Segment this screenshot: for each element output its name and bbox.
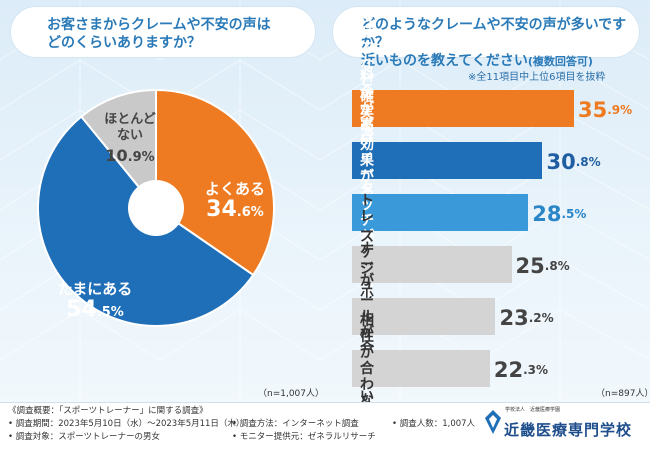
- pie-slice-rarely: [79, 88, 157, 211]
- bar: [352, 350, 490, 387]
- survey-target: • 調査対象：スポーツトレーナーの男女: [8, 432, 161, 442]
- pie-label-sometimes-category: たまにある: [57, 280, 133, 298]
- pie-slice-often: [155, 88, 275, 277]
- bar: [352, 298, 496, 335]
- bar-value-int: 23: [499, 306, 529, 330]
- survey-period: • 調査期間：2023年5月10日（水）～2023年5月11日（木）: [8, 419, 245, 429]
- bar-value-dec: .2%: [528, 311, 554, 325]
- bar-value-int: 22: [493, 358, 524, 382]
- bar-value-dec: .8%: [575, 155, 601, 169]
- survey-provider: • モニター提供元：ゼネラルリサーチ: [232, 432, 376, 442]
- survey-footer: [0, 402, 650, 450]
- bar-label: 相性が合わない: [360, 313, 374, 425]
- bar-value-label: 35.9%: [578, 90, 632, 127]
- sample-size-right: （n=897人）: [596, 389, 650, 399]
- bar-value-dec: .8%: [544, 259, 570, 273]
- survey-method: • 調査方法：インターネット調査: [232, 419, 359, 429]
- pie-label-sometimes: たまにある 54.5%: [50, 280, 140, 325]
- bar-value-dec: .3%: [523, 363, 549, 377]
- question-1-bubble: お客さまからクレームや不安の声は どのくらいありますか？: [10, 6, 316, 58]
- pie-label-often: よくある 34.6%: [200, 180, 270, 225]
- pie-label-sometimes-value: 54.5%: [66, 297, 124, 322]
- survey-count: • 調査人数：1,007人: [392, 419, 476, 429]
- bar-value-label: 22.3%: [494, 350, 548, 387]
- bar-value-int: 28: [532, 202, 562, 226]
- bar: [352, 90, 574, 127]
- pie-label-rarely-category: ほとんど ない: [104, 112, 156, 143]
- bar-value-int: 35: [578, 98, 608, 122]
- sample-size-left: （n=1,007人）: [258, 389, 325, 399]
- school-logo-icon: [485, 410, 501, 434]
- bar-value-int: 25: [515, 254, 545, 278]
- bar-value-label: 25.8%: [516, 246, 570, 283]
- bar-value-dec: .9%: [607, 103, 633, 117]
- question-1-line2: どのくらいありますか？: [47, 35, 201, 51]
- question-2-suffix: (複数回答可): [527, 55, 593, 68]
- pie-label-often-category: よくある: [204, 180, 265, 198]
- bar: [352, 246, 512, 283]
- question-2-line1: どのようなクレームや不安の声が多いですか？: [361, 17, 627, 51]
- survey-overview: 《調査概要：「スポーツトレーナー」に関する調査》: [8, 406, 208, 416]
- excerpt-note: ※全11項目中上位6項目を抜粋: [468, 72, 606, 83]
- pie-label-often-value: 34.6%: [206, 197, 264, 222]
- bar: [352, 142, 543, 179]
- bar-value-label: 30.8%: [546, 142, 600, 179]
- bar-value-label: 23.2%: [499, 298, 553, 335]
- pie-chart: [37, 88, 275, 327]
- pie-label-rarely-value: 10.9%: [105, 146, 155, 165]
- question-2-line2: 近いものを教えてください: [361, 53, 528, 69]
- pie-label-rarely: ほとんど ない 10.9%: [92, 112, 168, 170]
- school-logo-subtitle: 学校法人 近畿医療学園: [505, 407, 561, 413]
- bar-value-label: 28.5%: [532, 194, 586, 231]
- bar-value-dec: .5%: [561, 207, 587, 221]
- bar: [352, 194, 529, 231]
- question-1-line1: お客さまからクレームや不安の声は: [47, 17, 271, 33]
- question-2-bubble: どのようなクレームや不安の声が多いですか？ 近いものを教えてください(複数回答可…: [332, 6, 640, 69]
- bar-value-int: 30: [546, 150, 576, 174]
- school-logo-name: 近畿医療専門学校: [504, 421, 633, 439]
- pie-center-hole: [128, 180, 184, 236]
